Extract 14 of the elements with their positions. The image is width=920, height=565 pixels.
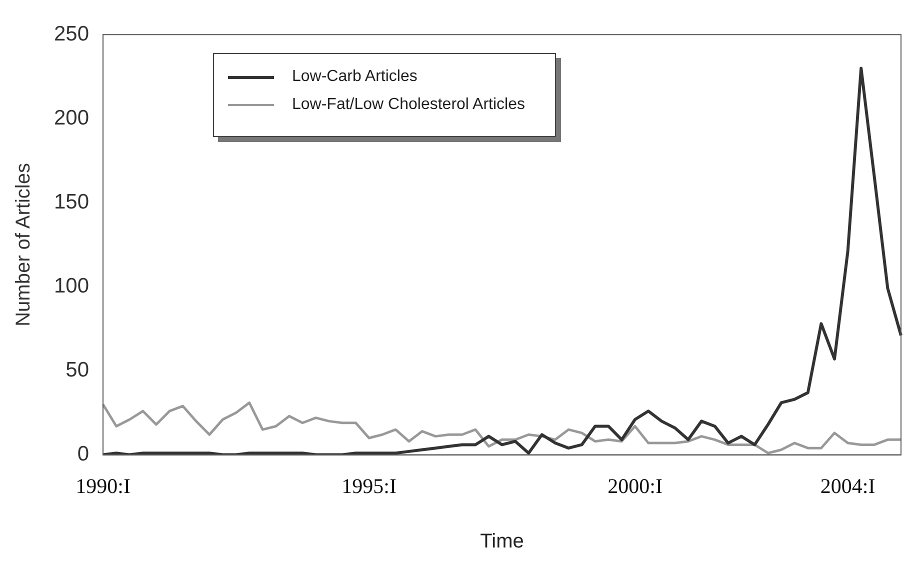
y-tick-label: 0 <box>77 442 90 466</box>
x-tick-label: 1995:I <box>342 474 396 498</box>
y-tick-label: 250 <box>54 22 90 46</box>
y-tick-label: 50 <box>66 358 90 382</box>
legend-label: Low-Carb Articles <box>292 68 418 86</box>
y-axis-title: Number of Articles <box>12 163 35 326</box>
y-tick-label: 100 <box>54 274 90 298</box>
legend-label: Low-Fat/Low Cholesterol Articles <box>292 96 525 114</box>
x-axis-title: Time <box>480 530 524 553</box>
y-tick-label: 150 <box>54 190 90 214</box>
x-tick-label: 2000:I <box>608 474 662 498</box>
x-tick-label: 2004:I <box>820 474 876 498</box>
y-tick-label: 200 <box>54 106 90 130</box>
x-tick-label: 1990:I <box>76 474 130 498</box>
